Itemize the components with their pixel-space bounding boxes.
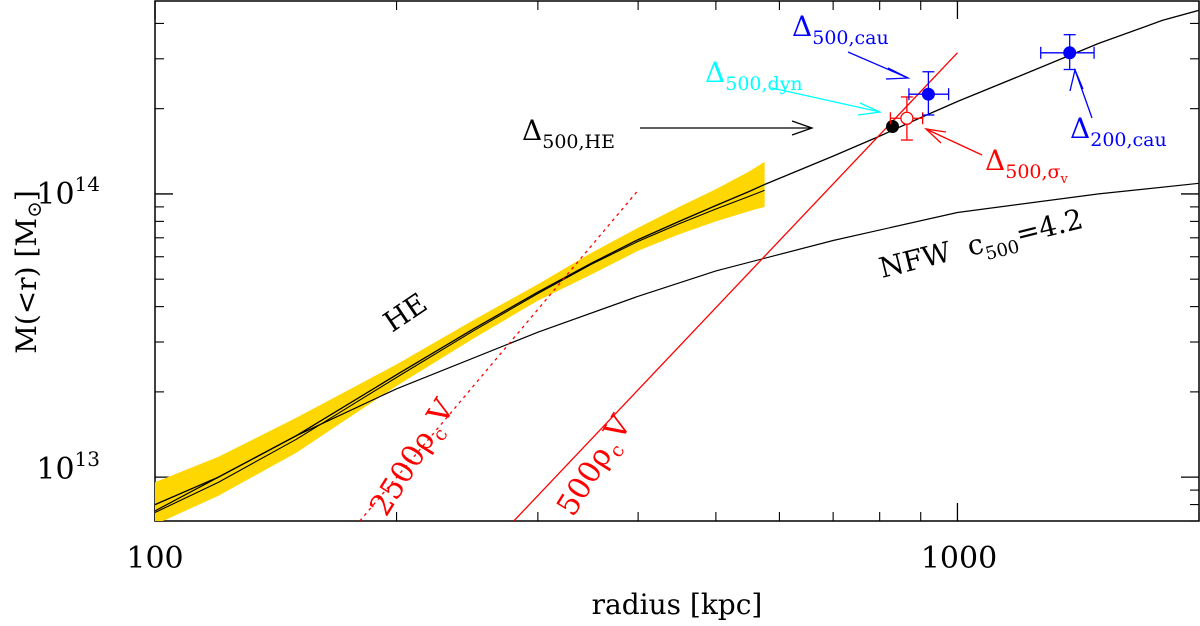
he-arrowhead xyxy=(791,120,814,136)
sigma-arrowhead xyxy=(924,128,947,144)
delta500-sigma-label: Δ500,σv xyxy=(985,144,1069,187)
annotation-arrows xyxy=(640,51,1093,156)
nfw-line xyxy=(155,182,1199,512)
dyn-arrow xyxy=(771,87,881,113)
overdensity-line-1 xyxy=(513,52,958,521)
data-point-1 xyxy=(900,111,914,125)
data-point-3 xyxy=(1063,46,1077,60)
y-tick-label-1e14: 1014 xyxy=(36,172,100,212)
y-tick-label-1e13: 1013 xyxy=(36,447,100,487)
data-point-2 xyxy=(921,87,935,101)
nfw-label: NFW c500=4.2 xyxy=(876,202,1088,290)
sigma-arrow xyxy=(925,128,983,156)
delta500-dyn-label: Δ500,dyn xyxy=(705,56,803,95)
x-tick-label-1000: 1000 xyxy=(921,541,997,576)
x-axis-title: radius [kpc] xyxy=(592,588,763,621)
x-tick-label-100: 100 xyxy=(126,541,183,576)
tick-labels: 100 1000 1013 1014 xyxy=(36,172,997,576)
he-second-line xyxy=(155,189,765,513)
plot-frame xyxy=(154,0,1200,522)
dyn-arrowhead xyxy=(857,102,883,116)
overdensity-line-0 xyxy=(359,189,639,521)
he-band xyxy=(155,161,765,521)
delta500-cau-label: Δ500,cau xyxy=(792,10,889,49)
he-extrapolation-line xyxy=(764,9,1199,186)
delta500-he-label: Δ500,HE xyxy=(522,114,615,153)
he-band-label: HE xyxy=(377,286,433,338)
y-axis-title: M(<r) [M⊙] xyxy=(10,190,46,354)
rho500-label: 500ρcV xyxy=(550,408,644,525)
data-point-0 xyxy=(886,120,900,134)
cau500-arrowhead xyxy=(885,67,911,80)
rho2500-label: 2500ρcV xyxy=(363,392,467,525)
axis-ticks xyxy=(154,1,1200,522)
cau200-arrowhead xyxy=(1069,67,1084,92)
plot-area xyxy=(155,9,1199,521)
data-series xyxy=(155,9,1199,521)
delta200-cau-label: Δ200,cau xyxy=(1070,112,1167,151)
